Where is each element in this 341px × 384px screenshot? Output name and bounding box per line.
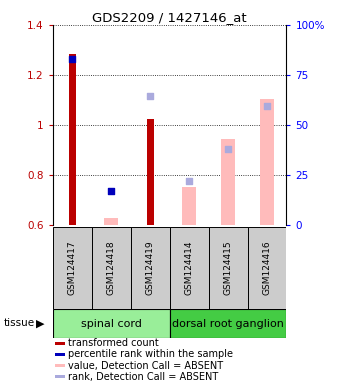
Bar [53,227,92,309]
Point [108,188,114,194]
Bar [209,227,248,309]
Bar [221,139,235,225]
Bar [55,342,65,345]
Text: spinal cord: spinal cord [81,318,142,329]
Text: value, Detection Call = ABSENT: value, Detection Call = ABSENT [69,361,224,371]
Title: GDS2209 / 1427146_at: GDS2209 / 1427146_at [92,11,247,24]
Point [187,178,192,184]
Point [70,56,75,62]
Text: dorsal root ganglion: dorsal root ganglion [172,318,284,329]
Point [225,146,231,152]
Text: rank, Detection Call = ABSENT: rank, Detection Call = ABSENT [69,372,219,382]
Bar [55,375,65,378]
Bar [169,227,209,309]
Bar [53,309,169,338]
Bar [131,227,169,309]
Bar [55,353,65,356]
Text: tissue: tissue [3,318,34,328]
Text: GSM124417: GSM124417 [68,240,77,295]
Bar [147,119,154,225]
Text: GSM124416: GSM124416 [263,240,271,295]
Text: percentile rank within the sample: percentile rank within the sample [69,349,233,359]
Bar [169,309,286,338]
Bar [69,54,76,225]
Text: GSM124414: GSM124414 [184,241,194,295]
Bar [55,364,65,367]
Bar [92,227,131,309]
Bar [248,227,286,309]
Bar [182,187,196,225]
Text: GSM124419: GSM124419 [146,240,155,295]
Text: transformed count: transformed count [69,338,159,348]
Bar [104,218,118,225]
Point [147,93,153,99]
Text: GSM124415: GSM124415 [224,240,233,295]
Text: GSM124418: GSM124418 [107,240,116,295]
Bar [260,99,274,225]
Text: ▶: ▶ [36,318,44,328]
Point [264,103,270,109]
